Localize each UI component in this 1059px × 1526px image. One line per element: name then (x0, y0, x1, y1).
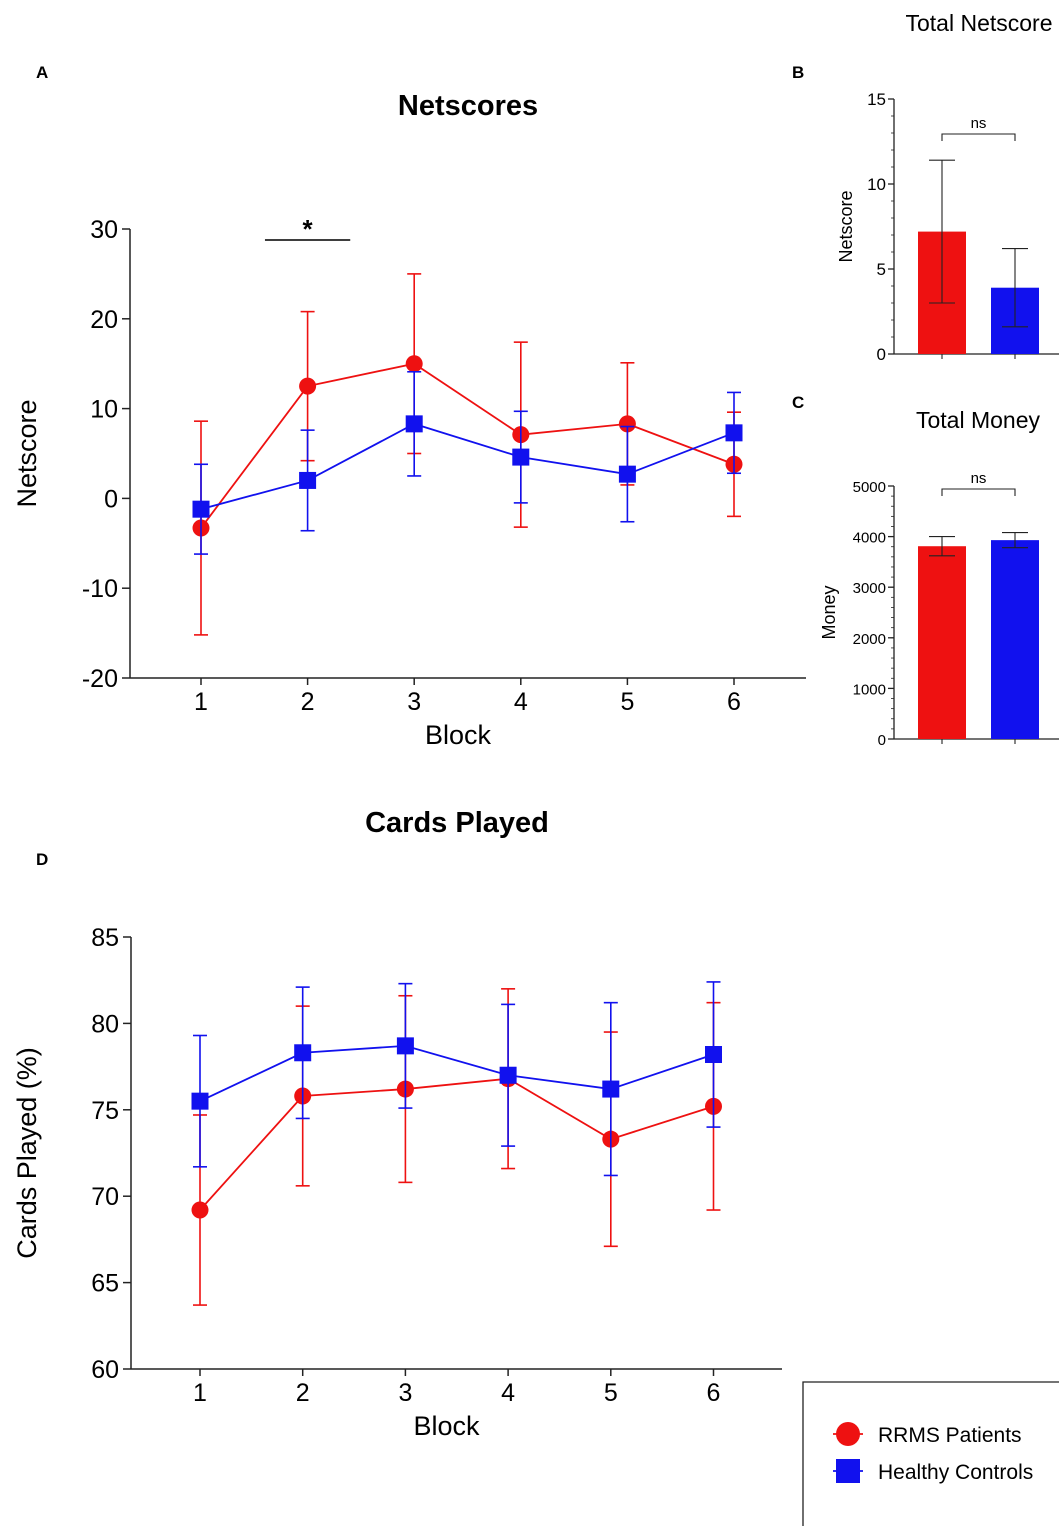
point-hc (618, 465, 636, 483)
panel-label-d: D (36, 850, 48, 869)
y-tick-label: 85 (91, 924, 119, 952)
panel-label-b: B (792, 63, 804, 82)
y-tick-label: 60 (91, 1356, 119, 1384)
y-tick-label: 0 (878, 732, 886, 749)
panel-label-a: A (36, 63, 48, 82)
y-tick-label: 4000 (853, 530, 886, 547)
point-hc (299, 471, 317, 489)
y-tick-label: 5000 (853, 479, 886, 496)
y-tick-label: -20 (82, 665, 118, 693)
point-rrms (618, 415, 636, 433)
y-tick-label: 30 (90, 216, 118, 244)
point-hc (602, 1080, 620, 1098)
point-hc (294, 1044, 312, 1062)
point-hc (499, 1066, 517, 1084)
significance-marker: * (303, 214, 314, 244)
series-line-hc (199, 1044, 714, 1102)
point-rrms (405, 355, 423, 373)
x-tick-label: 1 (193, 1379, 207, 1407)
point-hc (512, 448, 530, 466)
y-tick-label: 65 (91, 1270, 119, 1298)
bar-hc (991, 540, 1039, 739)
y-tick-label: 75 (91, 1097, 119, 1125)
x-tick-label: 3 (407, 688, 421, 716)
point-rrms (191, 1201, 209, 1219)
x-tick-label: 5 (604, 1379, 618, 1407)
y-tick-label: 15 (867, 90, 886, 109)
y-tick-label: 70 (91, 1183, 119, 1211)
x-tick-label: 5 (620, 688, 634, 716)
series-line-rrms (200, 362, 735, 529)
chart-title: Total Netscore (905, 10, 1052, 36)
point-rrms (299, 377, 317, 395)
bar-rrms (918, 546, 966, 739)
chart-total-money: Total Money 0 1000 2000 3000 4000 5000 Money ns (819, 407, 1059, 749)
y-axis-label: Netscore (836, 190, 856, 262)
chart-title: Total Money (916, 407, 1041, 433)
chart-cards-played: Cards Played 60 65 70 75 80 85 1 2 3 4 5 6 Block Cards… (12, 807, 782, 1441)
x-axis-label: Block (413, 1411, 480, 1441)
x-tick-label: 4 (501, 1379, 515, 1407)
legend-label-hc: Healthy Controls (878, 1461, 1033, 1484)
y-tick-label: 80 (91, 1010, 119, 1038)
chart-title: Netscores (398, 90, 538, 122)
y-tick-label: 1000 (853, 681, 886, 698)
significance-label: ns (971, 115, 987, 132)
y-axis-label: Cards Played (%) (12, 1047, 42, 1259)
x-axis-label: Block (425, 720, 492, 750)
y-tick-label: 0 (104, 485, 118, 513)
y-tick-label: 10 (867, 175, 886, 194)
x-tick-label: 3 (398, 1379, 412, 1407)
y-tick-label: -10 (82, 575, 118, 603)
x-tick-label: 2 (296, 1379, 310, 1407)
y-tick-label: 5 (877, 260, 886, 279)
point-hc (396, 1037, 414, 1055)
y-tick-label: 20 (90, 306, 118, 334)
x-tick-label: 6 (727, 688, 741, 716)
legend-label-rrms: RRMS Patients (878, 1424, 1022, 1447)
point-hc (725, 424, 743, 442)
series-line-hc (200, 422, 735, 511)
y-axis-label: Netscore (12, 399, 42, 507)
chart-netscores: Netscores -20 -10 0 10 20 30 1 2 3 4 5 6 Block Netscor… (12, 90, 806, 750)
significance-bracket (941, 133, 1016, 141)
y-tick-label: 2000 (853, 631, 886, 648)
chart-total-netscore: Total Netscore 0 5 10 15 Netscore ns (836, 10, 1059, 364)
y-axis-label: Money (819, 585, 839, 639)
y-tick-label: 10 (90, 396, 118, 424)
legend-marker-hc (836, 1459, 860, 1483)
x-tick-label: 4 (514, 688, 528, 716)
y-tick-label: 0 (877, 345, 886, 364)
x-tick-label: 2 (301, 688, 315, 716)
point-hc (705, 1046, 722, 1064)
chart-title: Cards Played (365, 807, 549, 839)
legend-marker-rrms (836, 1422, 860, 1446)
panel-label-c: C (792, 393, 804, 412)
x-tick-label: 1 (194, 688, 208, 716)
legend-frame (802, 1381, 1059, 1526)
significance-bracket (941, 488, 1016, 496)
significance-label: ns (971, 470, 987, 487)
series-line-rrms (199, 1077, 714, 1211)
point-hc (191, 1092, 209, 1110)
legend: RRMS Patients Healthy Controls (802, 1381, 1059, 1526)
point-hc (192, 500, 210, 518)
point-hc (405, 415, 423, 433)
x-tick-label: 6 (707, 1379, 721, 1407)
y-tick-label: 3000 (853, 580, 886, 597)
